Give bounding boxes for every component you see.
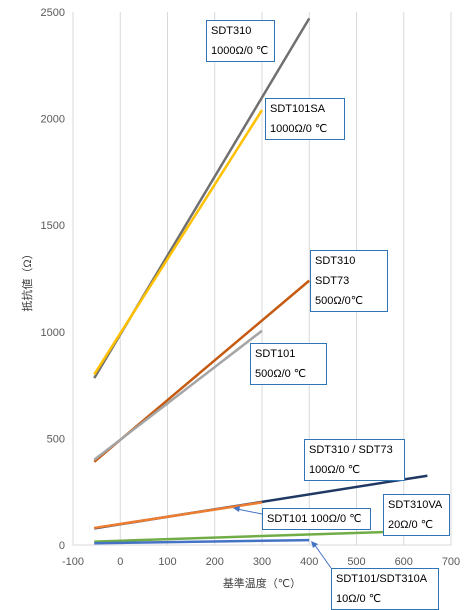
series-callout-label: SDT310 SDT73 500Ω/0℃ (310, 250, 388, 312)
series-callout-label: SDT310 / SDT73 100Ω/0 ℃ (304, 439, 405, 481)
series-callout-label: SDT101 100Ω/0 ℃ (262, 508, 371, 530)
x-tick-label: -100 (62, 556, 84, 568)
series-line-sdt101_500 (93, 329, 263, 461)
y-axis-ticks: 0 500 1000 1500 2000 2500 (41, 7, 65, 552)
x-tick-label: 700 (442, 556, 460, 568)
series-callout-label: SDT101SA 1000Ω/0 ℃ (265, 98, 345, 140)
y-tick-label: 2500 (41, 7, 65, 19)
callout-line: 500Ω/0 ℃ (255, 368, 307, 380)
arrow-head-icon (233, 506, 240, 512)
y-tick-label: 1500 (41, 220, 65, 232)
callout-pointer (313, 543, 332, 569)
callout-pointer (236, 508, 263, 515)
x-tick-label: 300 (253, 556, 271, 568)
x-tick-label: 500 (347, 556, 365, 568)
series-line-sdt310va_20 (94, 530, 404, 543)
y-tick-label: 1000 (41, 327, 65, 339)
x-tick-label: 200 (206, 556, 224, 568)
series-line-sdt101_10 (94, 538, 310, 545)
y-tick-label: 2000 (41, 114, 65, 126)
callout-line: SDT310 (315, 255, 356, 267)
arrow-head-icon (311, 541, 318, 548)
series-line-sdt101_100 (94, 501, 263, 530)
y-axis-title: 抵抗値（Ω） (20, 248, 34, 311)
series-callout-label: SDT101/SDT310A 10Ω/0 ℃ (331, 568, 439, 610)
callout-line: 1000Ω/0 ℃ (211, 45, 269, 57)
series-lines (93, 17, 428, 545)
callout-line: 1000Ω/0 ℃ (270, 123, 328, 135)
callout-line: 500Ω/0℃ (315, 295, 364, 307)
x-axis-title: 基準温度（℃） (223, 576, 301, 590)
callout-line: SDT310VA (388, 499, 443, 511)
callout-line: SDT101 100Ω/0 ℃ (267, 513, 362, 525)
x-axis-ticks: -100 0 100 200 300 400 500 600 700 (62, 556, 460, 568)
y-tick-label: 500 (47, 433, 65, 445)
series-callout-label: SDT310VA 20Ω/0 ℃ (383, 494, 450, 536)
callout-line: SDT101/SDT310A (336, 573, 428, 585)
series-callout-label: SDT310 1000Ω/0 ℃ (206, 20, 275, 62)
x-tick-label: 600 (395, 556, 413, 568)
x-tick-label: 0 (117, 556, 123, 568)
callout-line: SDT101 (255, 348, 296, 360)
series-line-sdt101sa_1000 (93, 109, 264, 376)
series-callout-label: SDT101 500Ω/0 ℃ (250, 343, 327, 385)
x-tick-label: 100 (158, 556, 176, 568)
callout-line: SDT101SA (270, 103, 326, 115)
x-tick-label: 400 (300, 556, 318, 568)
callout-line: SDT73 (315, 275, 350, 287)
callout-line: 10Ω/0 ℃ (336, 593, 382, 605)
callout-line: SDT310 (211, 25, 252, 37)
callout-pointers (233, 506, 332, 569)
callout-line: 20Ω/0 ℃ (388, 519, 434, 531)
y-tick-label: 0 (59, 540, 65, 552)
callout-line: 100Ω/0 ℃ (309, 464, 361, 476)
callout-line: SDT310 / SDT73 (309, 444, 393, 456)
